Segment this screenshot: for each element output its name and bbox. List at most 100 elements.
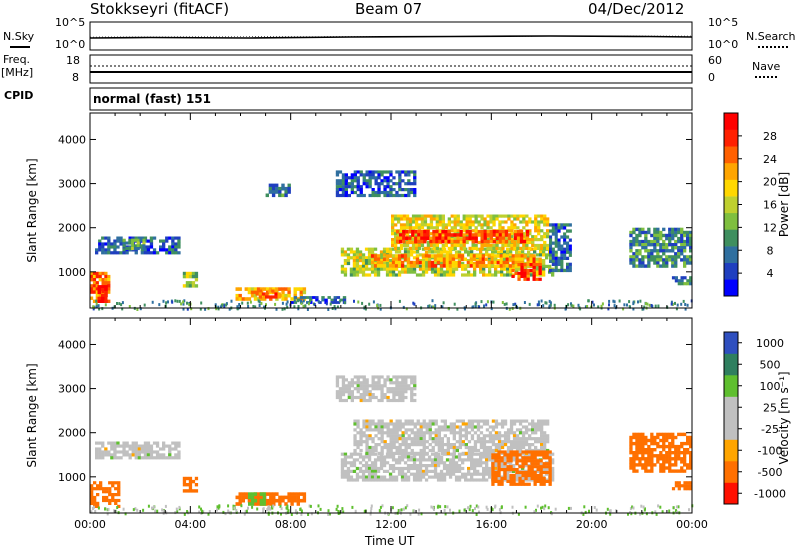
heatmap-region-6 xyxy=(255,289,281,299)
colorbar-tick-label: 24 xyxy=(763,153,777,166)
colorbar-tick-label: 8 xyxy=(767,244,774,257)
freq-left-tick-top: 18 xyxy=(66,54,80,67)
colorbar-swatch xyxy=(724,246,738,263)
y-tick-label: 2000 xyxy=(58,427,86,440)
velocity-panel: 4000 3000 2000 1000 Slant Range [km] 00:00 04:… xyxy=(25,317,708,531)
nave-right-tick-bottom: 0 xyxy=(708,71,715,84)
freq-label: Freq. xyxy=(3,53,31,66)
y-tick-label: 3000 xyxy=(58,383,86,396)
colorbar-swatch xyxy=(724,262,738,280)
noise-search-label: N.Search xyxy=(746,30,796,43)
colorbar-tick-label: -500 xyxy=(758,466,783,479)
colorbar-swatch xyxy=(724,162,738,180)
heatmap-region-1 xyxy=(95,441,181,460)
colorbar-swatch xyxy=(724,129,738,147)
colorbar-tick-label: 4 xyxy=(767,267,774,280)
noise-panel xyxy=(89,21,693,51)
heatmap-region-12 xyxy=(511,263,542,281)
freq-left-tick-bottom: 8 xyxy=(72,71,79,84)
heatmap-region-6 xyxy=(353,419,550,455)
heatmap-region-4 xyxy=(182,271,199,288)
x-tick-label: 12:00 xyxy=(375,518,407,531)
date-title: 04/Dec/2012 xyxy=(588,0,685,18)
velocity-colorbar: 1000 500 100 25 -25 -100 -500 -1000 Velocity [m … xyxy=(723,331,791,505)
colorbar-tick-label: 25 xyxy=(763,401,777,414)
y-tick-label: 4000 xyxy=(58,133,86,146)
colorbar-swatch xyxy=(724,418,738,440)
heatmap-region-13 xyxy=(335,170,417,198)
colorbar-tick-label: 16 xyxy=(763,199,777,212)
noise-right-tick-top: 10^5 xyxy=(708,16,739,29)
colorbar-tick-label: -1000 xyxy=(754,487,786,500)
colorbar-label: Velocity [m s⁻¹] xyxy=(777,371,791,464)
y-axis-label: Slant Range [km] xyxy=(25,363,39,467)
noise-search-legend-line xyxy=(758,46,788,48)
colorbar-swatch xyxy=(724,212,738,230)
noise-sky-label: N.Sky xyxy=(3,30,35,43)
colorbar-swatch xyxy=(724,113,738,130)
colorbar-swatch xyxy=(724,461,738,483)
colorbar-swatch xyxy=(724,229,738,247)
x-axis-label: Time UT xyxy=(365,534,415,548)
noise-left-tick-top: 10^5 xyxy=(55,16,86,29)
colorbar-swatch xyxy=(724,482,738,505)
nave-label: Nave xyxy=(752,60,781,73)
cpid-value: normal (fast) 151 xyxy=(93,92,211,106)
y-tick-label: 1000 xyxy=(58,266,86,279)
heatmap-region-9 xyxy=(629,432,693,473)
y-tick-label: 3000 xyxy=(58,178,86,191)
y-tick-label: 1000 xyxy=(58,471,86,484)
colorbar-tick-label: 100 xyxy=(760,380,781,393)
heatmap-region-4 xyxy=(248,492,266,506)
freq-unit-label: [MHz] xyxy=(1,66,34,79)
colorbar-tick-label: -100 xyxy=(758,444,783,457)
colorbar-label: Power [dB] xyxy=(777,172,791,237)
station-title: Stokkseyri (fitACF) xyxy=(90,0,230,18)
x-tick-label: 04:00 xyxy=(174,518,206,531)
heatmap-region-16 xyxy=(629,227,693,268)
x-tick-label: 00:00 xyxy=(74,518,106,531)
cpid-label: CPID xyxy=(4,89,34,102)
heatmap-region-3 xyxy=(122,238,146,251)
colorbar-swatch xyxy=(724,196,738,214)
noise-sky-series xyxy=(89,35,693,39)
heatmap-region-8 xyxy=(335,375,417,403)
colorbar-tick-label: 12 xyxy=(763,221,777,234)
colorbar-tick-label: 1000 xyxy=(756,337,784,350)
colorbar-swatch xyxy=(724,375,738,397)
heatmap-region-1 xyxy=(97,285,108,303)
colorbar-swatch xyxy=(724,396,738,419)
heatmap-region-10 xyxy=(671,481,693,491)
nave-legend-line xyxy=(755,76,777,78)
colorbar-tick-label: 500 xyxy=(760,358,781,371)
noise-search-series xyxy=(89,35,693,38)
power-panel: 4000 3000 2000 1000 Slant Range [km] xyxy=(25,112,693,311)
noise-right-tick-bottom: 10^0 xyxy=(708,38,739,51)
colorbar-swatch xyxy=(724,279,738,297)
heatmap-region-14 xyxy=(265,183,291,198)
colorbar-swatch xyxy=(724,353,738,376)
colorbar-tick-label: -25 xyxy=(761,423,779,436)
colorbar-tick-label: 28 xyxy=(763,130,777,143)
heatmap-region-2 xyxy=(182,476,199,493)
heatmap-region-9 xyxy=(370,254,542,268)
x-tick-label: 16:00 xyxy=(475,518,507,531)
colorbar-swatch xyxy=(724,439,738,462)
heatmap-region-17 xyxy=(671,276,693,286)
x-tick-label: 20:00 xyxy=(576,518,608,531)
noise-left-tick-bottom: 10^0 xyxy=(55,38,86,51)
beam-title: Beam 07 xyxy=(355,0,423,18)
y-tick-label: 2000 xyxy=(58,222,86,235)
y-axis-label: Slant Range [km] xyxy=(25,158,39,262)
y-tick-label: 4000 xyxy=(58,338,86,351)
colorbar-swatch xyxy=(724,179,738,197)
x-tick-label: 00:00 xyxy=(676,518,708,531)
colorbar-swatch xyxy=(724,332,738,354)
colorbar-tick-label: 20 xyxy=(763,176,777,189)
noise-sky-legend-line xyxy=(10,46,30,48)
nave-right-tick-top: 60 xyxy=(708,54,722,67)
cpid-panel xyxy=(89,87,693,111)
freq-panel xyxy=(89,54,693,84)
heatmap-region-11 xyxy=(396,229,530,244)
